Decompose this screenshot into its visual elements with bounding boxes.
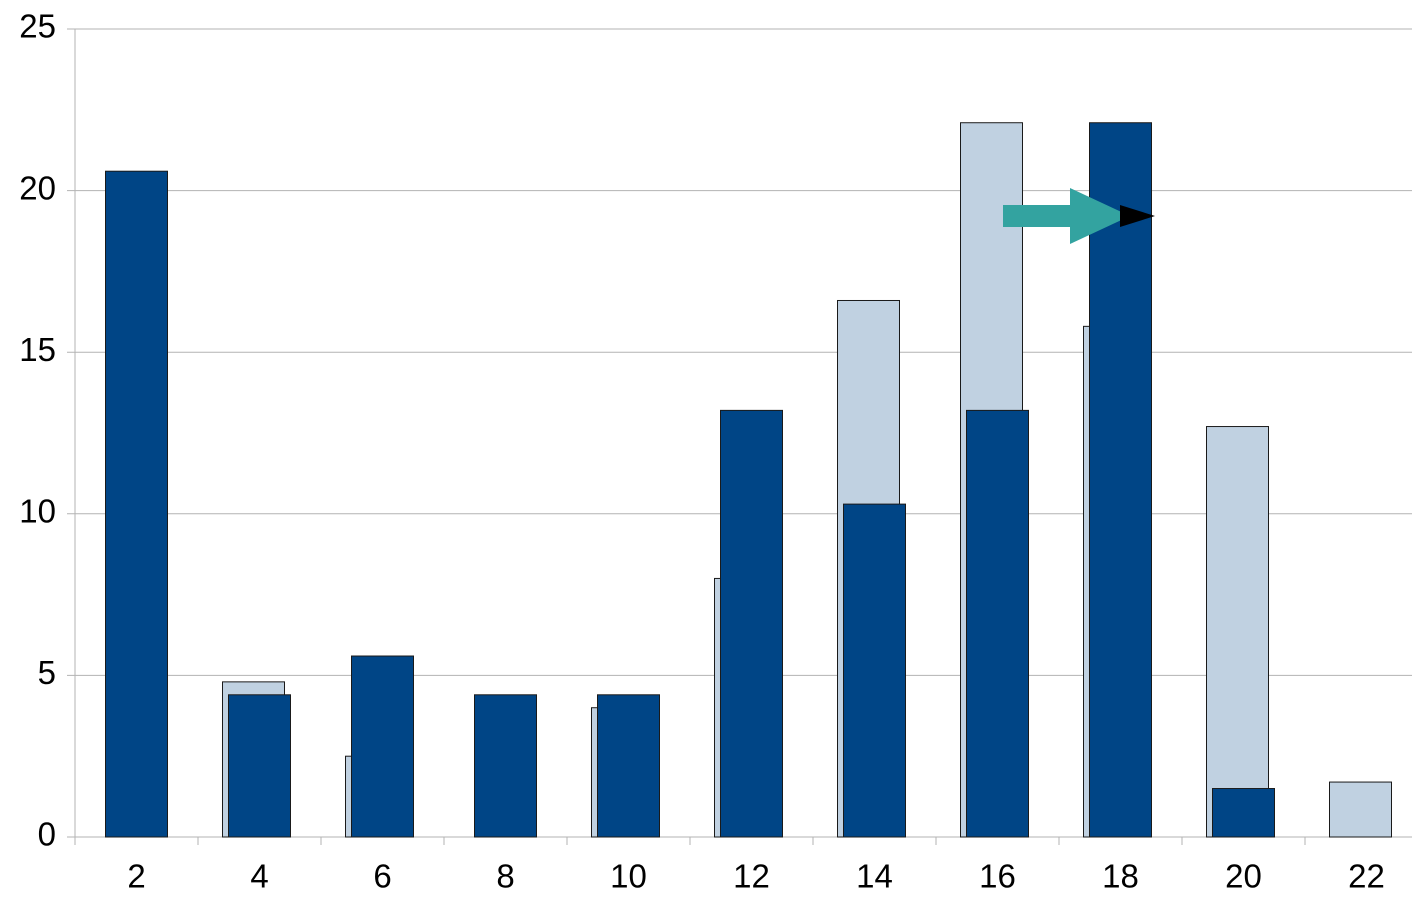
arrow-tip <box>1120 205 1155 227</box>
bar <box>720 409 783 838</box>
x-tick-label: 22 <box>1348 858 1385 895</box>
bar <box>1212 788 1275 838</box>
arrow-shaft <box>1003 205 1073 227</box>
y-tick-label: 20 <box>19 169 56 206</box>
bar <box>105 170 168 838</box>
y-tick-label: 10 <box>19 493 56 530</box>
x-tick-label: 6 <box>373 858 391 895</box>
bar <box>1206 426 1269 838</box>
y-tick-label: 15 <box>19 331 56 368</box>
y-tick-label: 5 <box>38 654 56 691</box>
x-tick-label: 12 <box>733 858 770 895</box>
x-tick-label: 16 <box>979 858 1016 895</box>
arrow <box>1003 188 1155 244</box>
bar <box>351 655 414 838</box>
labels: 0 5 10 15 20 25 2 4 6 8 10 12 14 16 18 20 22 <box>19 8 1385 895</box>
bar <box>1089 122 1152 838</box>
bar <box>966 409 1029 838</box>
x-tick-label: 18 <box>1102 858 1139 895</box>
x-tick-label: 14 <box>856 858 893 895</box>
x-tick-label: 8 <box>496 858 514 895</box>
bars <box>105 122 1392 838</box>
bar <box>1329 781 1392 838</box>
bar <box>597 694 660 838</box>
x-tick-label: 10 <box>610 858 647 895</box>
arrow-head <box>1070 188 1130 244</box>
y-tick-label: 25 <box>19 8 56 45</box>
x-tick-label: 4 <box>250 858 268 895</box>
bar <box>474 694 537 838</box>
x-tick-label: 20 <box>1225 858 1262 895</box>
bar <box>843 503 906 838</box>
y-tick-label: 0 <box>38 816 56 853</box>
bar <box>228 694 291 838</box>
x-tick-label: 2 <box>127 858 145 895</box>
